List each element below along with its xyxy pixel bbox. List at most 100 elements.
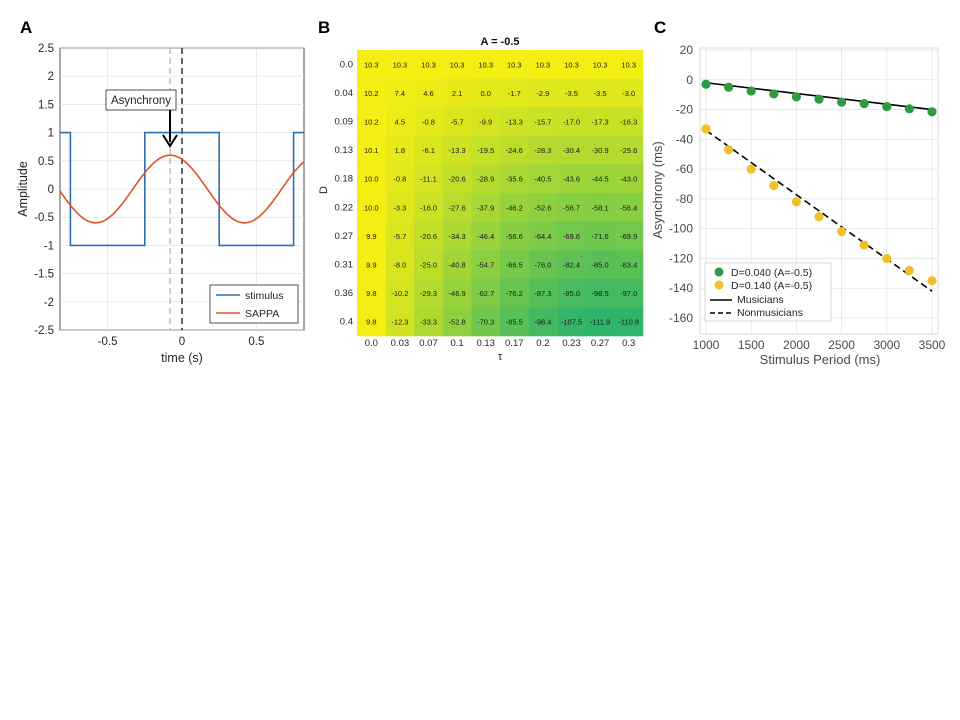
heatmap-cell <box>471 78 501 108</box>
panel-a-legend: stimulus SAPPA <box>209 284 299 324</box>
heatmap-cell-value: -1.7 <box>508 89 521 98</box>
panel-a-ytick-label: 0.5 <box>38 156 54 168</box>
panel-a-xtick-label: 0 <box>179 336 185 348</box>
legend-d140-label: D=0.140 (A=-0.5) <box>731 280 812 292</box>
heatmap-cell <box>557 135 587 165</box>
heatmap-cell-value: 10.3 <box>364 60 379 69</box>
heatmap-cell-value: -28.9 <box>477 175 494 184</box>
heatmap-cell <box>414 193 444 222</box>
scatter-point-d040 <box>724 82 734 92</box>
heatmap-cell-value: 10.2 <box>364 89 379 98</box>
heatmap-cell-value: -64.4 <box>534 232 551 241</box>
heatmap-cell-value: 10.3 <box>421 60 436 69</box>
heatmap-cell <box>385 78 415 108</box>
heatmap-cell <box>528 278 558 308</box>
panel-c-ytick-label: -40 <box>676 132 694 146</box>
asynchrony-annotation: Asynchrony <box>105 89 178 148</box>
heatmap-cell <box>414 50 444 79</box>
panel-a-legend-box <box>209 284 299 324</box>
panel-c-ytick-label: 20 <box>680 43 694 57</box>
heatmap-cell <box>557 221 587 251</box>
nonmusicians-fit-line <box>705 129 933 292</box>
heatmap-ytick-label: 0.4 <box>340 317 353 328</box>
heatmap-cell <box>500 135 529 165</box>
heatmap-cell-value: 10.0 <box>364 175 379 184</box>
heatmap-cell-value: 2.1 <box>452 89 462 98</box>
heatmap-cell <box>414 250 444 280</box>
heatmap-cell-value: -17.0 <box>563 118 580 127</box>
heatmap-ytick-label: 0.31 <box>335 260 354 271</box>
heatmap-cell-value: -29.3 <box>420 289 437 298</box>
heatmap-cell-value: -11.1 <box>420 175 437 184</box>
heatmap-cell <box>442 107 472 137</box>
scatter-point-d140 <box>769 180 779 191</box>
panel-c-ytick-label: 0 <box>686 73 693 87</box>
heatmap-cell <box>357 221 386 251</box>
heatmap-cell-value: 10.3 <box>536 60 551 69</box>
heatmap-cell <box>557 78 587 108</box>
heatmap-cell <box>585 164 615 194</box>
heatmap-cell <box>500 278 529 308</box>
asynchrony-arrow-head <box>162 134 178 148</box>
heatmap-xtick-label: 0.3 <box>622 338 635 349</box>
heatmap-cell-value: 10.1 <box>364 146 379 155</box>
panel-a-grid <box>60 47 304 331</box>
scatter-point-d040 <box>769 89 779 99</box>
scatter-point-d140 <box>746 164 756 174</box>
heatmap-cell <box>528 50 558 79</box>
scatter-point-d040 <box>837 97 847 107</box>
panel-c-legend: D=0.040 (A=-0.5) D=0.140 (A=-0.5) Musici… <box>704 262 832 322</box>
heatmap-cell <box>528 78 558 108</box>
panel-c-legend-box <box>704 262 832 322</box>
panel-c-ytick-label: -80 <box>676 192 694 206</box>
heatmap-cell <box>557 164 587 194</box>
heatmap-cell <box>614 193 644 222</box>
heatmap-cell-value: -69.6 <box>563 232 580 241</box>
scatter-point-d040 <box>746 86 756 96</box>
heatmap-cell <box>500 221 529 251</box>
heatmap-cell-value: -76.2 <box>506 289 523 298</box>
heatmap-cell <box>500 307 529 337</box>
scatter-point-d140 <box>791 197 802 207</box>
heatmap-cell <box>557 107 587 137</box>
panel-a-xlabel: time (s) <box>161 351 203 365</box>
heatmap-cell-value: 1.8 <box>395 146 405 155</box>
heatmap-cell <box>614 50 644 79</box>
heatmap-cell-value: -13.3 <box>506 118 523 127</box>
stimulus-line <box>60 131 304 247</box>
heatmap-cell-value: -98.5 <box>592 289 609 298</box>
heatmap-cell-value: -71.6 <box>592 232 609 241</box>
heatmap-cell-value: -16.3 <box>620 118 637 127</box>
heatmap-cell <box>614 307 644 337</box>
heatmap-cell-value: 9.9 <box>366 261 376 270</box>
panel-c-xtick-label: 1000 <box>693 338 720 352</box>
heatmap-ylabel: D <box>318 186 330 194</box>
heatmap-cell-value: -62.7 <box>477 289 494 298</box>
heatmap-cell-value: -30.4 <box>563 146 580 155</box>
heatmap-cell-value: -35.6 <box>506 175 523 184</box>
heatmap-cell <box>357 193 386 222</box>
heatmap-cell-value: -20.6 <box>420 232 437 241</box>
heatmap-cell-value: -56.4 <box>620 203 637 212</box>
heatmap-cell-value: -30.9 <box>592 146 609 155</box>
heatmap-cell-value: -95.0 <box>563 289 580 298</box>
panel-a-ytick-label: -2 <box>44 297 54 309</box>
heatmap-cell-value: -97.0 <box>620 289 637 298</box>
heatmap-title: A = -0.5 <box>480 36 519 48</box>
heatmap-cell <box>500 193 529 222</box>
heatmap-cell-value: 9.9 <box>366 232 376 241</box>
heatmap-cell-value: -69.9 <box>620 232 637 241</box>
heatmap-cell <box>500 250 529 280</box>
heatmap-cell-value: -10.2 <box>391 289 408 298</box>
heatmap-cell-value: -43.0 <box>620 175 637 184</box>
heatmap-cell-value: -85.0 <box>592 261 609 270</box>
panel-letter-a: A <box>20 18 32 37</box>
heatmap-cell-value: -12.3 <box>391 318 408 327</box>
heatmap-cell <box>357 250 386 280</box>
heatmap-cell <box>528 193 558 222</box>
heatmap-cell-value: -58.1 <box>592 203 609 212</box>
heatmap-cell-value: -5.7 <box>393 232 406 241</box>
legend-d040-swatch <box>714 267 724 277</box>
panel-c-ytick-label: -120 <box>669 251 693 265</box>
scatter-point-d040 <box>791 92 802 102</box>
